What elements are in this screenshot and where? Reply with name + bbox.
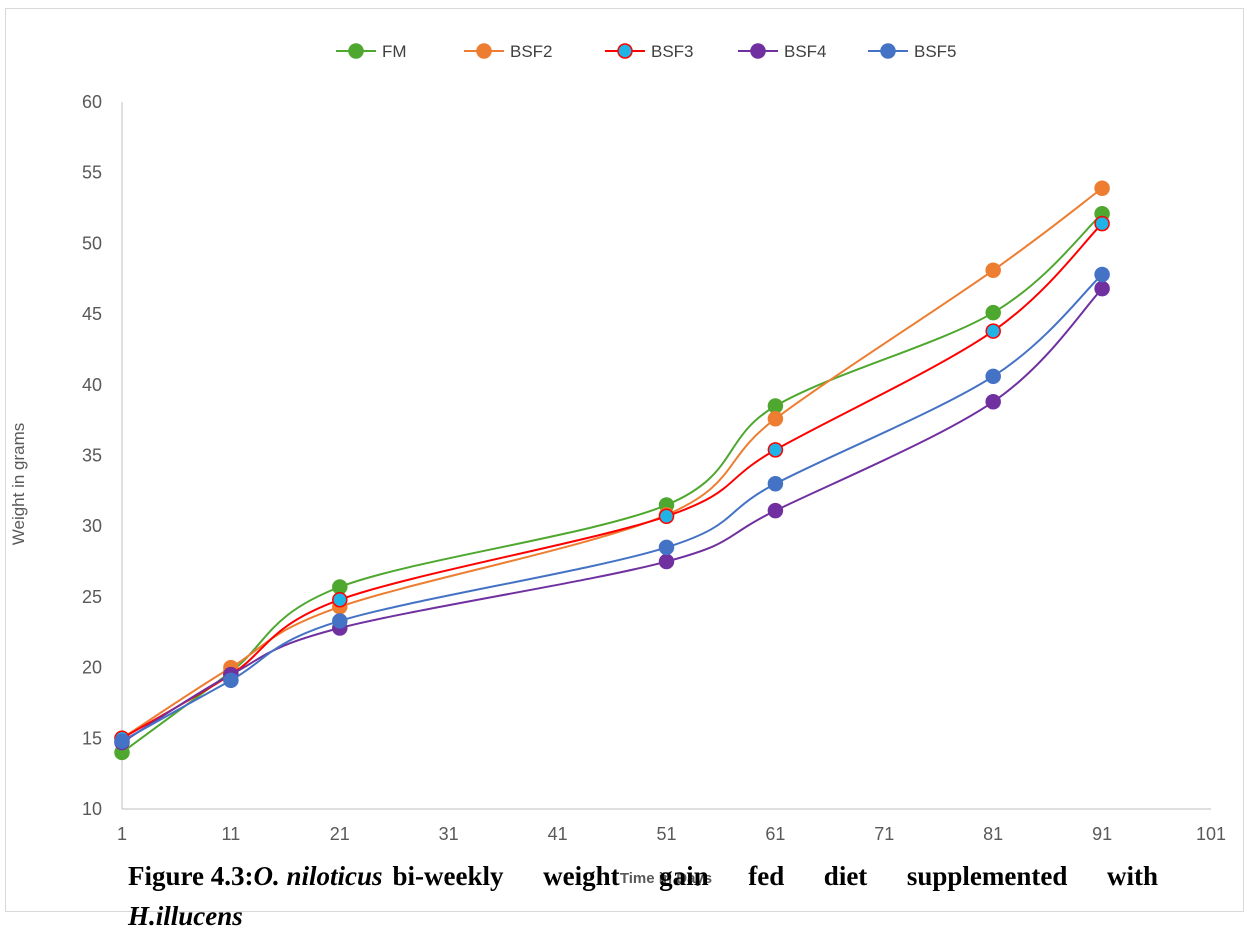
series-line [121,212,1103,754]
legend-marker [880,43,896,59]
legend-label: BSF2 [510,42,553,61]
data-point [332,613,348,629]
data-point [223,672,239,689]
y-tick-label: 15 [82,728,102,748]
legend-item-bsf2: BSF2 [464,42,553,61]
legend-item-fm: FM [336,42,407,61]
data-point [1094,215,1110,232]
data-point [767,502,784,519]
x-tick-label: 1 [117,824,127,844]
data-point [332,579,348,595]
data-point [658,539,675,556]
series-line [121,273,1103,743]
legend-marker [476,43,492,59]
data-point [767,410,784,427]
series-bsf2 [114,180,1110,747]
x-tick-label: 41 [548,824,568,844]
data-point [985,394,1001,410]
data-point [767,476,784,492]
x-tick-label: 31 [439,824,459,844]
data-point [1094,266,1110,283]
legend-label: BSF5 [914,42,957,61]
legend-label: FM [382,42,407,61]
legend: FM BSF2 BSF3 BSF4 BSF5 [336,42,957,61]
data-point [985,323,1001,339]
legend-item-bsf3: BSF3 [605,42,694,61]
legend-marker [617,43,633,59]
caption-species-2: H.illucens [128,901,243,931]
x-axis-ticks: 1 11 21 31 41 51 61 71 81 91 101 [117,824,1226,844]
y-tick-label: 50 [82,233,102,253]
y-tick-label: 55 [82,163,102,183]
x-axis-title: Time in Days [620,870,712,887]
series-bsf5 [114,266,1110,749]
x-tick-label: 71 [874,824,894,844]
caption-label: Figure 4.3: [128,861,254,891]
y-axis-title: Weight in grams [9,423,28,546]
legend-label: BSF3 [651,42,694,61]
data-point [985,368,1001,385]
legend-item-bsf4: BSF4 [738,42,827,61]
legend-marker [348,43,364,59]
data-point [767,442,784,458]
series-fm [114,205,1110,761]
series-line [121,222,1103,740]
data-point [767,398,784,414]
x-tick-label: 11 [222,824,241,844]
data-point [1094,180,1110,197]
x-tick-label: 61 [765,824,785,844]
x-tick-label: 81 [983,824,1003,844]
data-point [985,304,1001,321]
chart-frame [5,8,1244,912]
series-line [121,287,1103,744]
series-bsf3 [114,215,1110,747]
data-point [114,733,130,749]
data-point [985,262,1001,279]
y-tick-label: 40 [82,375,102,395]
y-tick-label: 60 [82,92,102,112]
caption-text: bi-weekly weight gain fed diet supplemen… [392,861,1158,891]
data-point [1094,280,1110,297]
y-tick-label: 45 [82,304,102,324]
x-tick-label: 21 [330,824,350,844]
legend-marker [750,43,766,59]
y-axis-ticks: 10 15 20 25 30 35 40 45 50 55 60 [82,92,102,819]
x-tick-label: 91 [1092,824,1112,844]
series-layer [114,180,1110,761]
caption-species: O. niloticus [253,861,383,891]
data-point [658,508,675,525]
y-tick-label: 35 [82,446,102,466]
series-line [121,187,1103,740]
data-point [332,591,348,608]
y-tick-label: 30 [82,516,102,536]
legend-label: BSF4 [784,42,827,61]
y-tick-label: 10 [82,799,102,819]
y-tick-label: 25 [82,587,102,607]
x-tick-label: 51 [656,824,676,844]
x-tick-label: 101 [1196,824,1226,844]
data-point [658,553,675,570]
figure-caption: Figure 4.3: O. niloticus bi-weekly weigh… [128,856,1158,936]
legend-item-bsf5: BSF5 [868,42,957,61]
y-tick-label: 20 [82,658,102,678]
